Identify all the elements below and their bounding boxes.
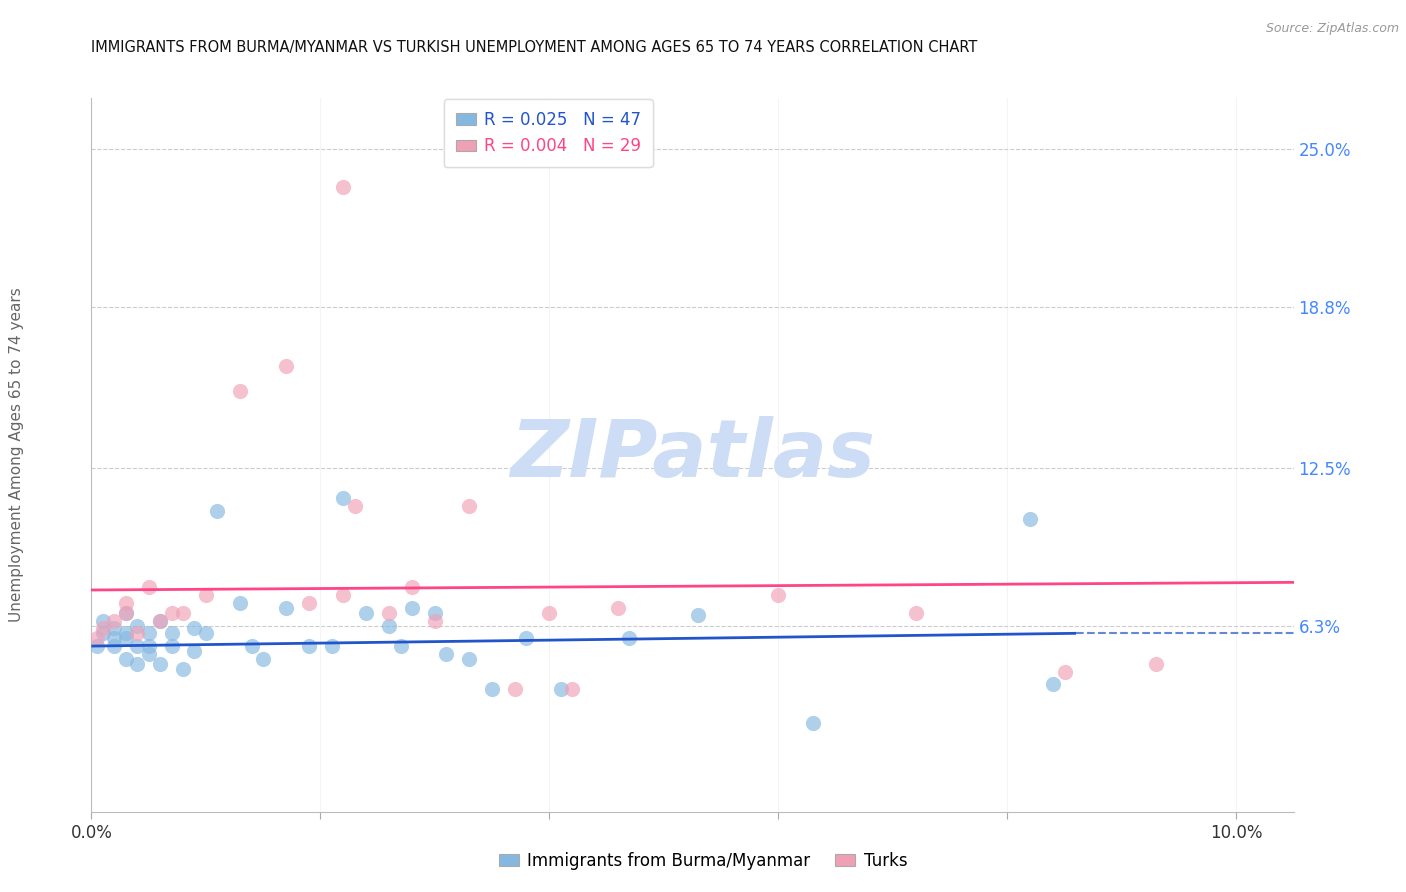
Point <box>127 626 149 640</box>
Point <box>103 632 125 646</box>
Text: Source: ZipAtlas.com: Source: ZipAtlas.com <box>1265 22 1399 36</box>
Point <box>768 588 790 602</box>
Text: ZIPatlas: ZIPatlas <box>510 416 875 494</box>
Point <box>149 657 172 671</box>
Legend: R = 0.025   N = 47, R = 0.004   N = 29: R = 0.025 N = 47, R = 0.004 N = 29 <box>444 99 652 167</box>
Point <box>172 662 194 676</box>
Point <box>114 652 136 666</box>
Point <box>149 614 172 628</box>
Point <box>149 614 172 628</box>
Point <box>481 682 503 697</box>
Point <box>86 639 108 653</box>
Text: IMMIGRANTS FROM BURMA/MYANMAR VS TURKISH UNEMPLOYMENT AMONG AGES 65 TO 74 YEARS : IMMIGRANTS FROM BURMA/MYANMAR VS TURKISH… <box>91 40 977 55</box>
Text: Unemployment Among Ages 65 to 74 years: Unemployment Among Ages 65 to 74 years <box>10 287 24 623</box>
Point <box>114 606 136 620</box>
Point <box>103 621 125 635</box>
Point <box>607 600 630 615</box>
Point <box>103 614 125 628</box>
Point <box>127 657 149 671</box>
Point <box>229 384 252 399</box>
Point <box>434 647 457 661</box>
Point <box>423 606 446 620</box>
Point <box>458 499 481 513</box>
Point <box>904 606 927 620</box>
Point <box>1042 677 1064 691</box>
Legend: Immigrants from Burma/Myanmar, Turks: Immigrants from Burma/Myanmar, Turks <box>492 846 914 877</box>
Point <box>194 588 217 602</box>
Point <box>183 644 205 658</box>
Point <box>127 639 149 653</box>
Point <box>194 626 217 640</box>
Point <box>138 581 160 595</box>
Point <box>160 639 183 653</box>
Point <box>207 504 229 518</box>
Point <box>114 596 136 610</box>
Point <box>332 588 354 602</box>
Point <box>86 632 108 646</box>
Point <box>91 621 114 635</box>
Point <box>343 499 366 513</box>
Point <box>274 600 297 615</box>
Point <box>389 639 412 653</box>
Point <box>160 606 183 620</box>
Point <box>103 639 125 653</box>
Point <box>401 581 423 595</box>
Point <box>1144 657 1167 671</box>
Point <box>321 639 343 653</box>
Point <box>332 180 354 194</box>
Point <box>252 652 274 666</box>
Point <box>401 600 423 615</box>
Point <box>538 606 561 620</box>
Point <box>378 606 401 620</box>
Point <box>298 639 321 653</box>
Point <box>172 606 194 620</box>
Point <box>550 682 572 697</box>
Point <box>138 647 160 661</box>
Point <box>91 614 114 628</box>
Point <box>332 491 354 506</box>
Point <box>423 614 446 628</box>
Point <box>91 626 114 640</box>
Point <box>138 626 160 640</box>
Point <box>503 682 526 697</box>
Point <box>183 621 205 635</box>
Point <box>114 606 136 620</box>
Point <box>458 652 481 666</box>
Point <box>274 359 297 373</box>
Point <box>1019 511 1042 525</box>
Point <box>354 606 377 620</box>
Point <box>298 596 321 610</box>
Point <box>515 632 537 646</box>
Point <box>378 618 401 632</box>
Point <box>160 626 183 640</box>
Point <box>801 715 824 730</box>
Point <box>127 618 149 632</box>
Point <box>114 632 136 646</box>
Point <box>114 626 136 640</box>
Point <box>229 596 252 610</box>
Point <box>240 639 263 653</box>
Point <box>688 608 710 623</box>
Point <box>138 639 160 653</box>
Point <box>561 682 583 697</box>
Point <box>1053 665 1076 679</box>
Point <box>619 632 641 646</box>
